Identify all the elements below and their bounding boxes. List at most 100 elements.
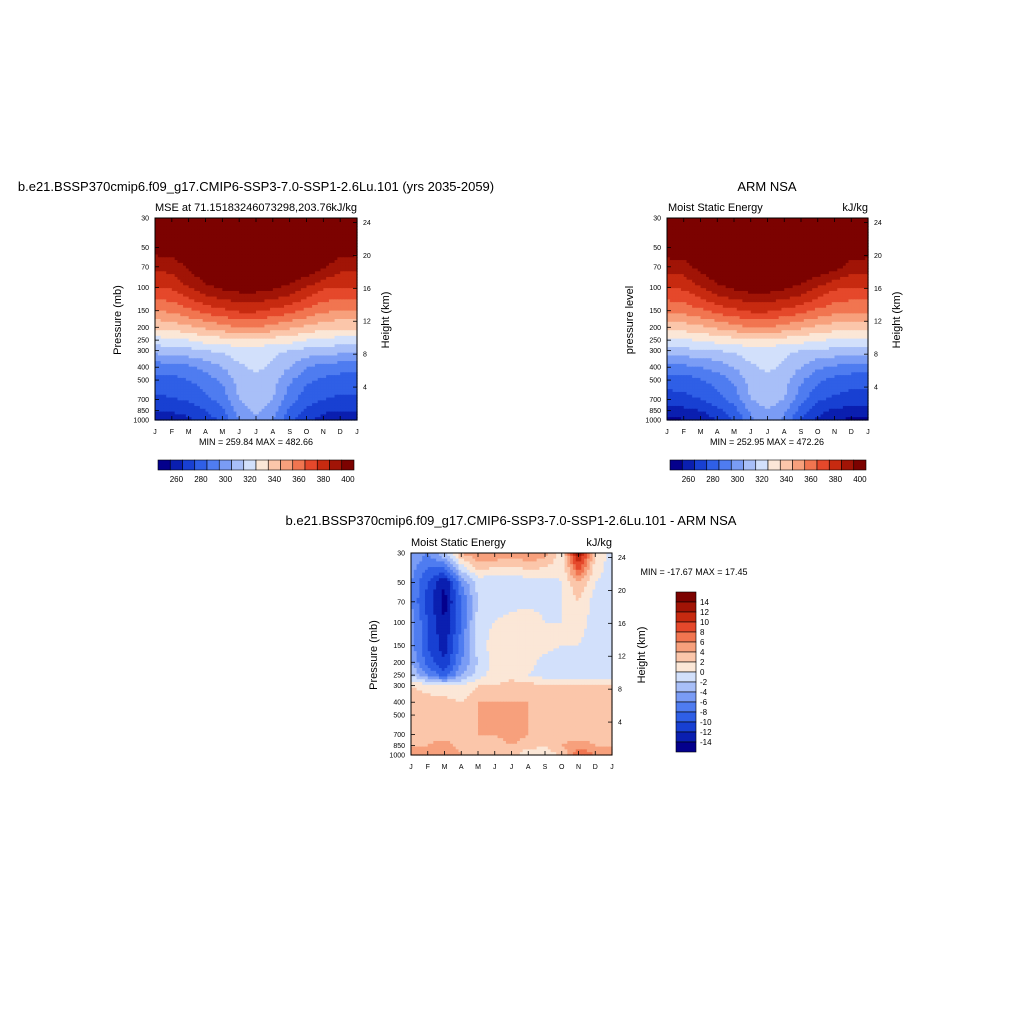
contour-cell [326, 246, 330, 250]
contour-cell [169, 234, 173, 239]
contour-cell [185, 324, 190, 329]
contour-cell [199, 333, 204, 337]
contour-cell [157, 257, 162, 261]
contour-cell [300, 316, 305, 320]
contour-cell [272, 260, 277, 264]
contour-cell [239, 299, 243, 303]
contour-cell [317, 248, 322, 253]
contour-cell [241, 279, 246, 284]
contour-cell [289, 243, 294, 247]
contour-cell [239, 268, 243, 272]
contour-cell [345, 344, 350, 348]
contour-cell [258, 302, 263, 306]
contour-cell [211, 268, 215, 272]
contour-cell [247, 302, 251, 306]
contour-cell [205, 251, 209, 256]
contour-cell [340, 262, 344, 267]
contour-cell [317, 344, 322, 348]
contour-cell [292, 335, 296, 340]
contour-cell [317, 251, 322, 256]
contour-cell [345, 279, 350, 284]
contour-cell [267, 276, 271, 281]
contour-cell [244, 268, 249, 272]
contour-cell [227, 271, 232, 275]
contour-cell [264, 279, 268, 284]
contour-cell [345, 319, 350, 323]
contour-cell [174, 288, 179, 292]
contour-cell [331, 260, 336, 264]
contour-cell [256, 234, 260, 239]
contour-cell [309, 285, 313, 289]
contour-cell [230, 234, 235, 239]
contour-cell [208, 218, 212, 222]
contour-cell [185, 310, 190, 314]
contour-cell [157, 279, 162, 284]
contour-cell [253, 319, 257, 323]
contour-cell [312, 220, 316, 225]
contour-cell [219, 333, 223, 337]
contour-cell [183, 262, 187, 267]
contour-cell [230, 276, 235, 281]
contour-cell [194, 220, 198, 225]
contour-cell [298, 220, 302, 225]
contour-cell [157, 229, 162, 233]
contour-cell [155, 218, 159, 222]
contour-cell [264, 218, 268, 222]
contour-cell [298, 321, 302, 326]
contour-cell [222, 257, 226, 261]
contour-cell [169, 220, 173, 225]
contour-cell [337, 313, 341, 317]
contour-cell [337, 290, 341, 295]
contour-cell [267, 293, 271, 298]
contour-cell [222, 232, 226, 236]
contour-cell [326, 248, 330, 253]
contour-cell [197, 265, 201, 270]
contour-cell [171, 243, 176, 247]
contour-cell [281, 265, 285, 270]
contour-cell [185, 265, 190, 270]
contour-cell [331, 246, 336, 250]
contour-cell [351, 271, 355, 275]
contour-cell [253, 304, 257, 309]
contour-cell [160, 218, 165, 222]
contour-cell [174, 313, 179, 317]
contour-cell [331, 338, 336, 343]
contour-cell [286, 338, 291, 343]
contour-cell [236, 246, 240, 250]
contour-cell [295, 282, 299, 286]
contour-cell [320, 268, 324, 272]
contour-cell [314, 296, 319, 300]
contour-cell [239, 271, 243, 275]
model-left-string: MSE at 71.15183246073298,203.76 [155, 202, 332, 214]
contour-cell [312, 302, 316, 306]
contour-cell [320, 246, 324, 250]
contour-cell [281, 234, 285, 239]
contour-cell [250, 226, 254, 230]
contour-cell [157, 307, 162, 312]
contour-cell [244, 234, 249, 239]
contour-cell [213, 220, 218, 225]
contour-cell [171, 321, 176, 326]
contour-cell [163, 293, 167, 298]
contour-cell [199, 290, 204, 295]
contour-cell [272, 310, 277, 314]
contour-cell [264, 344, 268, 348]
contour-cell [199, 285, 204, 289]
contour-cell [199, 251, 204, 256]
contour-cell [278, 330, 282, 334]
contour-cell [342, 262, 347, 267]
contour-cell [323, 333, 327, 337]
contour-cell [348, 262, 352, 267]
contour-cell [222, 304, 226, 309]
contour-cell [323, 313, 327, 317]
contour-cell [348, 254, 352, 258]
contour-cell [264, 220, 268, 225]
contour-cell [191, 220, 195, 225]
contour-cell [241, 285, 246, 289]
contour-cell [163, 243, 167, 247]
contour-cell [197, 333, 201, 337]
contour-cell [239, 220, 243, 225]
contour-cell [247, 274, 251, 278]
contour-cell [236, 248, 240, 253]
contour-cell [157, 218, 162, 222]
